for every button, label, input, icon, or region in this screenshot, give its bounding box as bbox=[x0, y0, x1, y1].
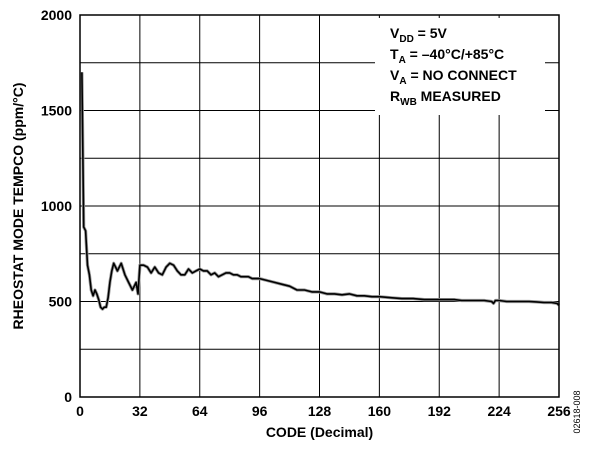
x-tick-label: 0 bbox=[76, 403, 84, 419]
annotation-value: = NO CONNECT bbox=[407, 67, 518, 83]
x-tick-label: 256 bbox=[547, 403, 571, 419]
annotation-line: VDD = 5V bbox=[390, 25, 448, 45]
plot-frame bbox=[79, 14, 560, 398]
x-tick-label: 224 bbox=[487, 403, 511, 419]
y-tick-label: 2000 bbox=[41, 7, 72, 23]
y-tick-label: 1500 bbox=[41, 103, 72, 119]
annotation-subscript: DD bbox=[399, 34, 413, 45]
x-tick-label: 160 bbox=[368, 403, 392, 419]
data-series bbox=[80, 72, 561, 311]
annotation-symbol: T bbox=[390, 46, 399, 62]
x-tick-label: 192 bbox=[428, 403, 452, 419]
annotation-subscript: WB bbox=[400, 97, 417, 108]
annotation-symbol: V bbox=[390, 67, 400, 83]
annotation-background bbox=[375, 18, 545, 115]
y-axis-label: RHEOSTAT MODE TEMPCO (ppm/°C) bbox=[10, 83, 26, 330]
x-tick-labels: 0 32 64 96 128 160 192 224 256 bbox=[76, 403, 571, 419]
annotation-value: = 5V bbox=[414, 25, 448, 41]
annotation-value: MEASURED bbox=[417, 88, 501, 104]
figure-code-label: 02618-008 bbox=[572, 390, 582, 433]
annotation-subscript: A bbox=[399, 76, 406, 87]
annotation-line: TA = –40°C/+85°C bbox=[390, 46, 504, 66]
x-axis-label: CODE (Decimal) bbox=[266, 424, 373, 440]
y-tick-labels: 0 500 1000 1500 2000 bbox=[41, 7, 72, 405]
x-tick-label: 128 bbox=[308, 403, 332, 419]
annotation-value: = –40°C/+85°C bbox=[406, 46, 504, 62]
x-tick-label: 32 bbox=[132, 403, 148, 419]
grid bbox=[80, 15, 559, 397]
series-line bbox=[81, 72, 560, 310]
y-tick-label: 1000 bbox=[41, 198, 72, 214]
x-tick-label: 96 bbox=[252, 403, 268, 419]
x-tick-label: 64 bbox=[192, 403, 208, 419]
annotation-symbol: V bbox=[390, 25, 400, 41]
y-tick-label: 500 bbox=[49, 294, 73, 310]
annotation-subscript: A bbox=[399, 55, 406, 66]
y-tick-label: 0 bbox=[64, 389, 72, 405]
annotation-line: RWB MEASURED bbox=[390, 88, 501, 108]
annotation-symbol: R bbox=[390, 88, 400, 104]
annotation-line: VA = NO CONNECT bbox=[390, 67, 517, 87]
